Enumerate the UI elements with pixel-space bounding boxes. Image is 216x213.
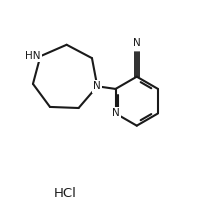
Text: N: N [112, 108, 119, 118]
Text: N: N [133, 38, 141, 48]
Text: HN: HN [25, 51, 40, 61]
Text: N: N [93, 81, 101, 91]
Text: HCl: HCl [54, 187, 77, 200]
